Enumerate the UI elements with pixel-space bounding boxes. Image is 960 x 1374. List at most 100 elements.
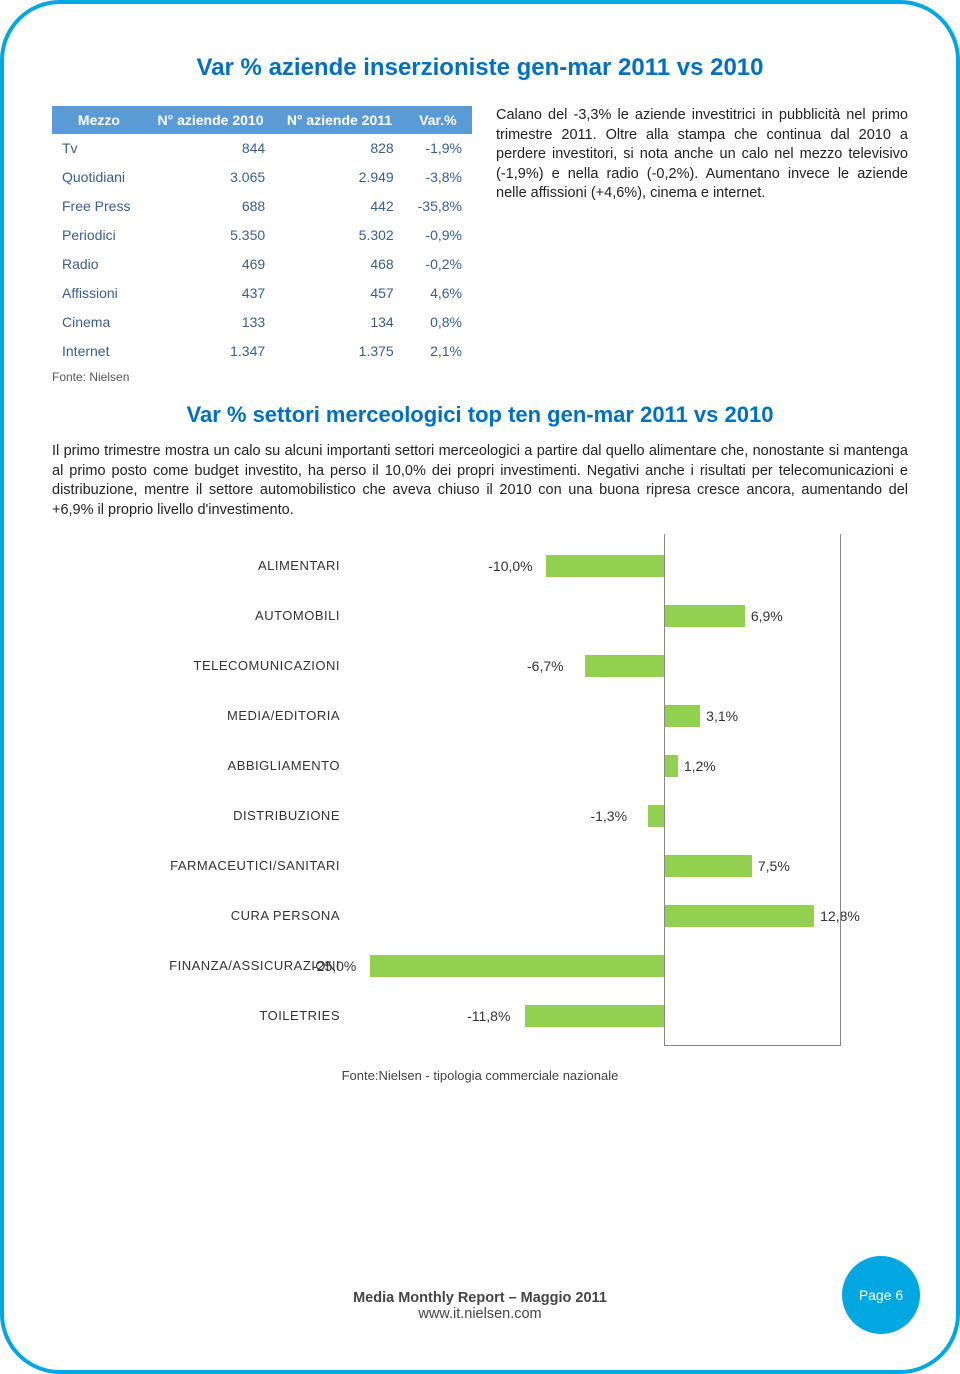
chart-bar (648, 805, 663, 827)
cell-label: Periodici (52, 221, 146, 250)
cell-value: 3.065 (146, 163, 275, 192)
table-row: Free Press688442-35,8% (52, 192, 472, 221)
chart-category-label: AUTOMOBILI (120, 608, 370, 623)
chart-value-label: 3,1% (706, 705, 738, 727)
chart-bar (664, 755, 678, 777)
chart-row: TOILETRIES -11,8% (120, 990, 840, 1040)
bar-chart: ALIMENTARI -10,0% AUTOMOBILI 6,9% TELECOMUNI… (120, 540, 840, 1040)
chart-value-label: -11,8% (467, 1005, 510, 1027)
chart-source: Fonte:Nielsen - tipologia commerciale na… (52, 1068, 908, 1083)
chart-category-label: TOILETRIES (120, 1008, 370, 1023)
heading-2: Var % settori merceologici top ten gen-m… (52, 402, 908, 428)
table-row: Periodici5.3505.302-0,9% (52, 221, 472, 250)
chart-value-label: 1,2% (684, 755, 716, 777)
chart-category-label: ABBIGLIAMENTO (120, 758, 370, 773)
axis-zero (664, 534, 665, 1046)
cell-label: Internet (52, 337, 146, 366)
table-source: Fonte: Nielsen (52, 370, 472, 384)
footer-title: Media Monthly Report – Maggio 2011 (4, 1290, 956, 1306)
chart-value-label: 6,9% (751, 605, 783, 627)
cell-value: -35,8% (404, 192, 472, 221)
chart-bar-area: 3,1% (370, 690, 840, 740)
th-2011: N° aziende 2011 (275, 106, 404, 134)
table-wrapper: Mezzo N° aziende 2010 N° aziende 2011 Va… (52, 106, 472, 384)
chart-row: FARMACEUTICI/SANITARI 7,5% (120, 840, 840, 890)
chart-category-label: CURA PERSONA (120, 908, 370, 923)
cell-value: 457 (275, 279, 404, 308)
th-2010: N° aziende 2010 (146, 106, 275, 134)
chart-value-label: -1,3% (590, 805, 627, 827)
cell-value: 4,6% (404, 279, 472, 308)
cell-value: 442 (275, 192, 404, 221)
cell-value: 469 (146, 250, 275, 279)
cell-value: 688 (146, 192, 275, 221)
chart-bar (370, 955, 664, 977)
cell-value: 844 (146, 134, 275, 163)
chart-row: FINANZA/ASSICURAZIONI-25,0% (120, 940, 840, 990)
chart-bar (546, 555, 664, 577)
chart-bar-area: -6,7% (370, 640, 840, 690)
page-number-badge: Page 6 (842, 1256, 920, 1334)
axis-bottom (664, 1045, 840, 1046)
chart-row: ABBIGLIAMENTO 1,2% (120, 740, 840, 790)
cell-label: Radio (52, 250, 146, 279)
chart-category-label: TELECOMUNICAZIONI (120, 658, 370, 673)
chart-category-label: ALIMENTARI (120, 558, 370, 573)
cell-value: 828 (275, 134, 404, 163)
chart-value-label: -10,0% (488, 555, 532, 577)
chart-bar (664, 605, 745, 627)
cell-value: 1.375 (275, 337, 404, 366)
chart-value-label: 7,5% (758, 855, 790, 877)
top-section: Mezzo N° aziende 2010 N° aziende 2011 Va… (52, 106, 908, 384)
table-row: Radio469468-0,2% (52, 250, 472, 279)
heading-1: Var % aziende inserzioniste gen-mar 2011… (52, 54, 908, 82)
chart-row: DISTRIBUZIONE -1,3% (120, 790, 840, 840)
footer: Media Monthly Report – Maggio 2011 www.i… (4, 1290, 956, 1322)
body-paragraph: Il primo trimestre mostra un calo su alc… (52, 442, 908, 520)
th-var: Var.% (404, 106, 472, 134)
chart-bar-area: -10,0% (370, 540, 840, 590)
chart-row: CURA PERSONA12,8% (120, 890, 840, 940)
chart-bar-area: -1,3% (370, 790, 840, 840)
chart-bar (585, 655, 664, 677)
cell-label: Affissioni (52, 279, 146, 308)
cell-value: -0,9% (404, 221, 472, 250)
cell-value: 437 (146, 279, 275, 308)
chart-bar (525, 1005, 664, 1027)
chart-category-label: DISTRIBUZIONE (120, 808, 370, 823)
th-mezzo: Mezzo (52, 106, 146, 134)
chart-row: AUTOMOBILI 6,9% (120, 590, 840, 640)
chart-bar-area: 7,5% (370, 840, 840, 890)
cell-value: -1,9% (404, 134, 472, 163)
axis-right (840, 534, 841, 1046)
table-row: Internet1.3471.3752,1% (52, 337, 472, 366)
chart-value-label: -6,7% (527, 655, 564, 677)
cell-value: 0,8% (404, 308, 472, 337)
chart-category-label: FARMACEUTICI/SANITARI (120, 858, 370, 873)
footer-url: www.it.nielsen.com (4, 1306, 956, 1322)
chart-value-label: -25,0% (312, 955, 356, 977)
data-table: Mezzo N° aziende 2010 N° aziende 2011 Va… (52, 106, 472, 366)
table-row: Cinema1331340,8% (52, 308, 472, 337)
cell-value: 134 (275, 308, 404, 337)
table-row: Tv844828-1,9% (52, 134, 472, 163)
chart-bar-area: -11,8% (370, 990, 840, 1040)
cell-value: 2.949 (275, 163, 404, 192)
chart-bar (664, 705, 700, 727)
chart-bar-area: 12,8% (370, 890, 840, 940)
cell-label: Free Press (52, 192, 146, 221)
cell-value: -3,8% (404, 163, 472, 192)
chart-bar (664, 855, 752, 877)
chart-row: TELECOMUNICAZIONI -6,7% (120, 640, 840, 690)
page-frame: Var % aziende inserzioniste gen-mar 2011… (0, 0, 960, 1374)
cell-value: -0,2% (404, 250, 472, 279)
chart-bar-area: 1,2% (370, 740, 840, 790)
chart-bar (664, 905, 814, 927)
table-row: Affissioni4374574,6% (52, 279, 472, 308)
table-row: Quotidiani3.0652.949-3,8% (52, 163, 472, 192)
cell-value: 5.350 (146, 221, 275, 250)
cell-value: 1.347 (146, 337, 275, 366)
chart-row: ALIMENTARI -10,0% (120, 540, 840, 590)
cell-label: Cinema (52, 308, 146, 337)
cell-value: 2,1% (404, 337, 472, 366)
